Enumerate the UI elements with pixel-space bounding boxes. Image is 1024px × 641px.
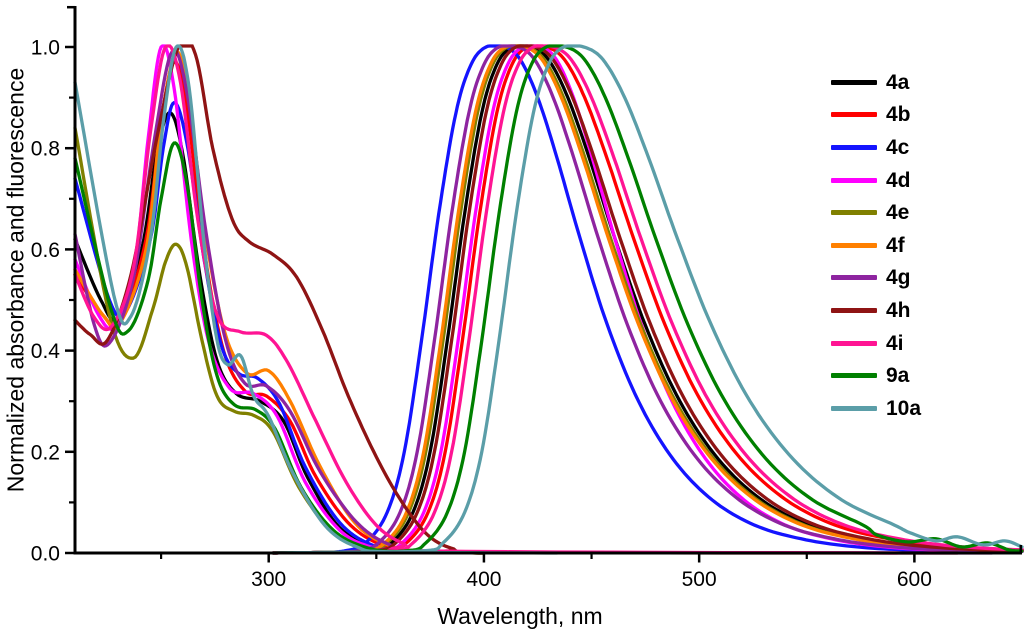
- y-tick-label-1.0: 1.0: [31, 37, 60, 60]
- legend-item-4h: 4h: [831, 294, 921, 327]
- legend-item-4g: 4g: [831, 262, 921, 295]
- axes: [65, 5, 1023, 563]
- legend-item-4i: 4i: [831, 327, 921, 360]
- legend-label-4b: 4b: [886, 103, 911, 127]
- legend-label-4e: 4e: [886, 201, 910, 225]
- curve-10a-absorption: [73, 44, 559, 555]
- legend-item-4f: 4f: [831, 229, 921, 262]
- legend-label-4h: 4h: [886, 298, 911, 322]
- curve-4c-emission: [271, 44, 1024, 555]
- legend-line-4b: [831, 112, 877, 118]
- y-tick-label-0.2: 0.2: [31, 441, 60, 464]
- legend-label-4c: 4c: [886, 135, 910, 159]
- legend-label-9a: 9a: [886, 364, 910, 388]
- legend-line-4g: [831, 275, 877, 281]
- y-tick-label-0.6: 0.6: [31, 239, 60, 262]
- series-curves: [73, 44, 1024, 555]
- legend-line-4h: [831, 307, 877, 313]
- legend-label-4f: 4f: [886, 233, 905, 257]
- legend-item-9a: 9a: [831, 359, 921, 392]
- legend-line-9a: [831, 373, 877, 379]
- legend-item-4a: 4a: [831, 66, 921, 99]
- legend-label-4i: 4i: [886, 331, 904, 355]
- legend-item-4d: 4d: [831, 164, 921, 197]
- curve-4f-emission: [271, 44, 1024, 555]
- tick-labels: 300 400 500 600 0.0 0.2 0.4 0.6 0.8 1.0: [31, 37, 932, 592]
- curve-4i-emission: [271, 44, 1024, 555]
- legend-line-4c: [831, 144, 877, 150]
- legend-label-4d: 4d: [886, 168, 911, 192]
- y-tick-label-0.8: 0.8: [31, 138, 60, 161]
- legend-label-10a: 10a: [886, 396, 922, 420]
- curve-9a-absorption: [73, 141, 486, 555]
- curve-9a-emission: [271, 44, 1024, 555]
- curve-4h-emission: [271, 44, 1024, 555]
- curve-4i-absorption: [73, 44, 899, 555]
- curve-4h-absorption: [73, 44, 960, 555]
- legend-line-10a: [831, 405, 877, 411]
- legend-item-10a: 10a: [831, 392, 921, 425]
- x-tick-label-300: 300: [251, 568, 286, 591]
- y-axis-title: Normalized absorbance and fluorescence: [2, 67, 29, 493]
- curve-4b-emission: [271, 44, 1024, 555]
- legend-line-4f: [831, 242, 877, 248]
- x-axis-title: Wavelength, nm: [437, 603, 603, 629]
- legend-label-4g: 4g: [886, 266, 911, 290]
- legend-item-4e: 4e: [831, 196, 921, 229]
- x-tick-label-600: 600: [897, 568, 932, 591]
- legend-line-4e: [831, 210, 877, 216]
- legend-label-4a: 4a: [886, 70, 910, 94]
- legend-item-4b: 4b: [831, 99, 921, 132]
- x-tick-label-400: 400: [466, 568, 501, 591]
- legend: 4a 4b 4c 4d 4e 4f 4g 4h 4i 9a 10a: [831, 66, 921, 425]
- curve-4g-absorption: [73, 48, 994, 555]
- legend-line-4d: [831, 177, 877, 183]
- y-tick-label-0.4: 0.4: [31, 340, 61, 363]
- legend-line-4a: [831, 79, 877, 85]
- legend-item-4c: 4c: [831, 131, 921, 164]
- x-tick-label-500: 500: [682, 568, 717, 591]
- legend-line-4i: [831, 340, 877, 346]
- curve-10a-emission: [271, 44, 1024, 555]
- y-tick-label-0.0: 0.0: [31, 543, 60, 566]
